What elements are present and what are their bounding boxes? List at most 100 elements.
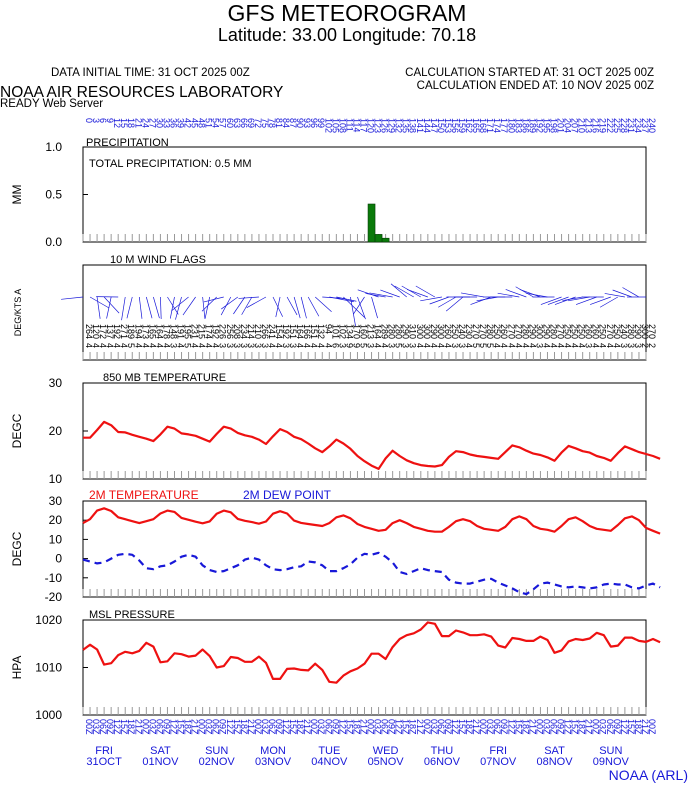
wind-dir-label: 270 bbox=[471, 324, 481, 339]
wind-speed-label: 4 bbox=[436, 343, 446, 348]
wind-dir-label: 151 bbox=[288, 324, 298, 339]
wind-barb bbox=[121, 296, 126, 321]
wind-speed-label: 4 bbox=[373, 343, 383, 348]
utc-tick-label: 06Z bbox=[436, 719, 446, 735]
utc-tick-label: 03Z bbox=[316, 719, 326, 735]
temp850-frame bbox=[82, 382, 647, 480]
utc-tick-label: 18Z bbox=[633, 719, 643, 735]
y-tick-label: 10 bbox=[49, 472, 63, 486]
wind-barb bbox=[315, 296, 332, 312]
hour-tick-label: 45 bbox=[190, 118, 200, 128]
hour-tick-label: 234 bbox=[633, 118, 643, 133]
wind-dir-label: 166 bbox=[302, 324, 312, 339]
hour-tick-label: 30 bbox=[154, 118, 164, 128]
wind-barb bbox=[622, 287, 640, 298]
y-tick-label: 30 bbox=[49, 494, 63, 508]
wind-barb bbox=[575, 296, 597, 305]
utc-tick-label: 12Z bbox=[450, 719, 460, 735]
wind-speed-label: 5 bbox=[394, 343, 404, 348]
wind-speed-label: 4 bbox=[323, 343, 333, 348]
hour-tick-label: 87 bbox=[288, 118, 298, 128]
wind-barb bbox=[145, 296, 153, 319]
main-title: GFS METEOROGRAM bbox=[227, 0, 467, 26]
wind-dir-label: 164 bbox=[373, 324, 383, 339]
utc-tick-label: 00Z bbox=[366, 719, 376, 735]
utc-tick-label: 06Z bbox=[154, 719, 164, 735]
wind-barb bbox=[429, 296, 450, 305]
utc-tick-label: 18Z bbox=[295, 719, 305, 735]
wind-speed-label: 4 bbox=[577, 343, 587, 348]
hour-tick-label: 237 bbox=[640, 118, 650, 133]
utc-tick-label: 15Z bbox=[401, 719, 411, 735]
wind-speed-label: 3 bbox=[387, 343, 397, 348]
hour-tick-label: 207 bbox=[570, 118, 580, 133]
hour-tick-label: 105 bbox=[330, 118, 340, 133]
precip-bar bbox=[374, 234, 383, 243]
hour-tick-label: 102 bbox=[323, 118, 333, 133]
wind-barb bbox=[525, 292, 548, 298]
wind-dir-label: 101 bbox=[330, 324, 340, 339]
wind-speed-label: 4 bbox=[506, 343, 516, 348]
wind-dir-label: 165 bbox=[147, 324, 157, 339]
y-tick-label: -20 bbox=[45, 590, 63, 604]
wind-barb bbox=[554, 296, 576, 305]
wind-dir-label: 271 bbox=[119, 324, 129, 339]
utc-tick-label: 00Z bbox=[197, 719, 207, 735]
mslp-ylabel: HPA bbox=[10, 656, 24, 680]
utc-tick-label: 00Z bbox=[534, 719, 544, 735]
hour-tick-label: 192 bbox=[534, 118, 544, 133]
utc-tick-label: 03Z bbox=[373, 719, 383, 735]
hour-tick-label: 195 bbox=[541, 118, 551, 133]
wind-dir-label: 174 bbox=[204, 324, 214, 339]
wind-barb bbox=[275, 296, 281, 318]
wind-dir-label: 178 bbox=[161, 324, 171, 339]
wind-speed-label: 3 bbox=[253, 343, 263, 348]
hour-tick-label: 96 bbox=[309, 118, 319, 128]
hour-tick-label: 123 bbox=[373, 118, 383, 133]
wind-dir-label: 213 bbox=[366, 324, 376, 339]
day-weekday: TUE bbox=[318, 745, 340, 757]
wind-dir-label: 192 bbox=[211, 324, 221, 339]
utc-tick-label: 00Z bbox=[309, 719, 319, 735]
hour-tick-label: 144 bbox=[422, 118, 432, 133]
wind-dir-label: 102 bbox=[337, 324, 347, 339]
day-weekday: SUN bbox=[205, 745, 228, 757]
wind-dir-label: 241 bbox=[267, 324, 277, 339]
y-tick-label: 1010 bbox=[35, 661, 62, 675]
wind-barb bbox=[519, 289, 541, 298]
wind-dir-label: 260 bbox=[591, 324, 601, 339]
wind-dir-label: 264 bbox=[84, 324, 94, 339]
y-tick-label: 0.5 bbox=[45, 188, 62, 202]
wind-barb bbox=[329, 296, 354, 303]
wind-barb bbox=[138, 296, 143, 319]
wind-dir-label: 266 bbox=[260, 324, 270, 339]
wind-speed-label: 3 bbox=[168, 343, 178, 348]
y-tick-label: 20 bbox=[49, 513, 63, 527]
wind-barb bbox=[343, 296, 365, 318]
hour-tick-label: 57 bbox=[218, 118, 228, 128]
wind-speed-label: 4 bbox=[295, 343, 305, 348]
utc-tick-label: 12Z bbox=[394, 719, 404, 735]
wind-dir-label: 230 bbox=[464, 324, 474, 339]
wind-speed-label: 3 bbox=[246, 343, 256, 348]
wind-dir-label: 260 bbox=[584, 324, 594, 339]
wind-dir-label: 240 bbox=[619, 324, 629, 339]
utc-tick-label: 09Z bbox=[330, 719, 340, 735]
wind-dir-label: 173 bbox=[140, 324, 150, 339]
wind-dir-label: 164 bbox=[295, 324, 305, 339]
utc-tick-label: 12Z bbox=[168, 719, 178, 735]
wind-speed-label: 4 bbox=[98, 343, 108, 348]
utc-tick-label: 00Z bbox=[422, 719, 432, 735]
hour-tick-label: 129 bbox=[387, 118, 397, 133]
hour-tick-label: 39 bbox=[175, 118, 185, 128]
hour-tick-label: 24 bbox=[140, 118, 150, 128]
utc-tick-label: 15Z bbox=[175, 719, 185, 735]
hour-tick-label: 6 bbox=[98, 118, 108, 123]
wind-speed-label: 3 bbox=[633, 343, 643, 348]
wind-barb bbox=[371, 296, 378, 319]
day-date: 07NOV bbox=[480, 756, 517, 768]
wind-barb bbox=[336, 296, 357, 302]
wind-barb bbox=[89, 296, 110, 309]
hour-tick-label: 99 bbox=[316, 118, 326, 128]
mslp-title: MSL PRESSURE bbox=[89, 609, 175, 621]
